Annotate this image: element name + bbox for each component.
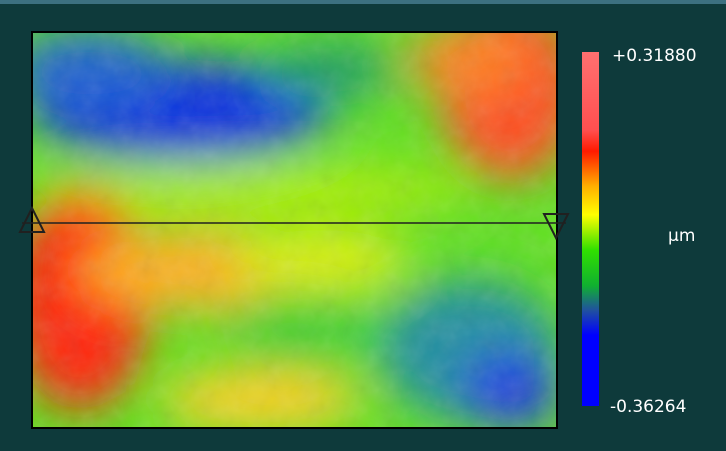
- colorbar-max: +0.31880: [612, 46, 697, 66]
- surface-view: +0.31880 µm -0.36264: [0, 0, 726, 451]
- colorbar-unit: µm: [668, 226, 695, 246]
- colorbar-min: -0.36264: [610, 397, 686, 417]
- page: +0.31880 µm -0.36264 (() => { const data…: [0, 0, 726, 451]
- height-map: [10, 0, 580, 430]
- top-border: [0, 0, 726, 4]
- colorbar: [582, 52, 599, 406]
